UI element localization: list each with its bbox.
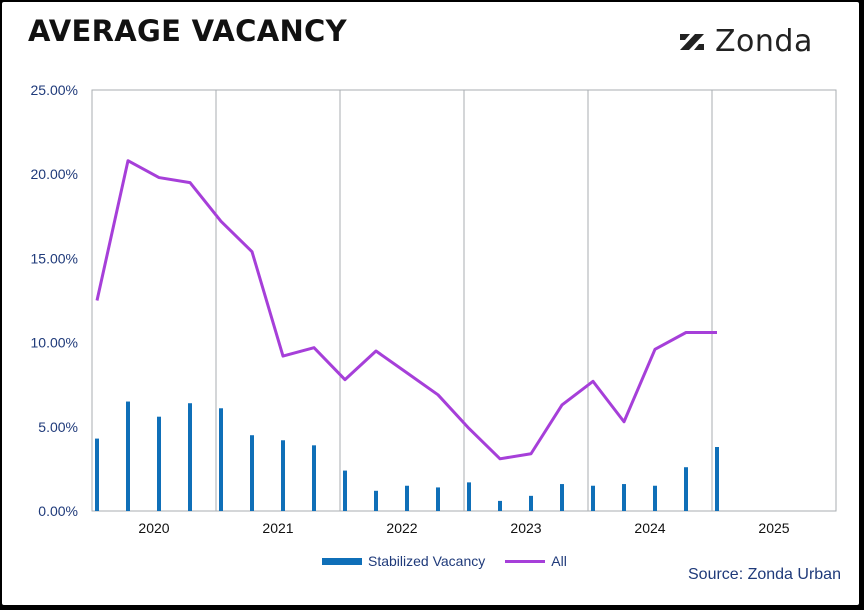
bar-stabilized (405, 485, 409, 511)
bar-stabilized (684, 467, 688, 511)
legend-swatch-bar (322, 557, 362, 565)
y-tick-label: 0.00% (38, 503, 78, 519)
bar-stabilized (715, 447, 719, 511)
legend-label-stabilized: Stabilized Vacancy (368, 553, 486, 569)
bar-stabilized (188, 403, 192, 511)
bar-stabilized (219, 408, 223, 511)
bar-stabilized (157, 416, 161, 511)
x-tick-label: 2024 (634, 520, 665, 536)
x-tick-label: 2023 (510, 520, 541, 536)
bar-stabilized (312, 445, 316, 511)
legend-swatch-line (505, 559, 546, 563)
bar-stabilized (374, 490, 378, 511)
legend: Stabilized Vacancy All (322, 553, 587, 569)
zonda-logo: Zonda (677, 24, 813, 59)
x-tick-label: 2025 (758, 520, 789, 536)
legend-item-stabilized: Stabilized Vacancy (322, 553, 485, 569)
bar-stabilized (436, 487, 440, 511)
y-tick-label: 20.00% (31, 166, 78, 182)
bar-stabilized (653, 485, 657, 511)
x-tick-label: 2021 (262, 520, 293, 536)
bar-stabilized (498, 500, 502, 511)
y-tick-label: 10.00% (31, 335, 78, 351)
bar-stabilized (622, 484, 626, 511)
bar-stabilized (95, 438, 99, 511)
x-tick-label: 2020 (138, 520, 169, 536)
bar-stabilized (126, 401, 130, 511)
source-note: Source: Zonda Urban (688, 566, 841, 583)
bar-stabilized (529, 495, 533, 511)
zonda-mark-icon (680, 33, 704, 50)
bar-stabilized (343, 470, 347, 511)
line-all (95, 159, 717, 461)
bar-stabilized (250, 435, 254, 511)
bar-stabilized (281, 440, 285, 511)
logo-text: Zonda (715, 24, 813, 59)
bar-stabilized (560, 484, 564, 511)
bar-stabilized (591, 485, 595, 511)
y-tick-label: 15.00% (31, 250, 78, 266)
bar-stabilized (467, 482, 471, 511)
x-tick-label: 2022 (386, 520, 417, 536)
y-tick-label: 25.00% (31, 82, 78, 98)
legend-label-all: All (551, 553, 567, 569)
chart-title: AVERAGE VACANCY (28, 14, 347, 48)
y-tick-label: 5.00% (38, 419, 78, 435)
legend-item-all: All (505, 553, 567, 569)
